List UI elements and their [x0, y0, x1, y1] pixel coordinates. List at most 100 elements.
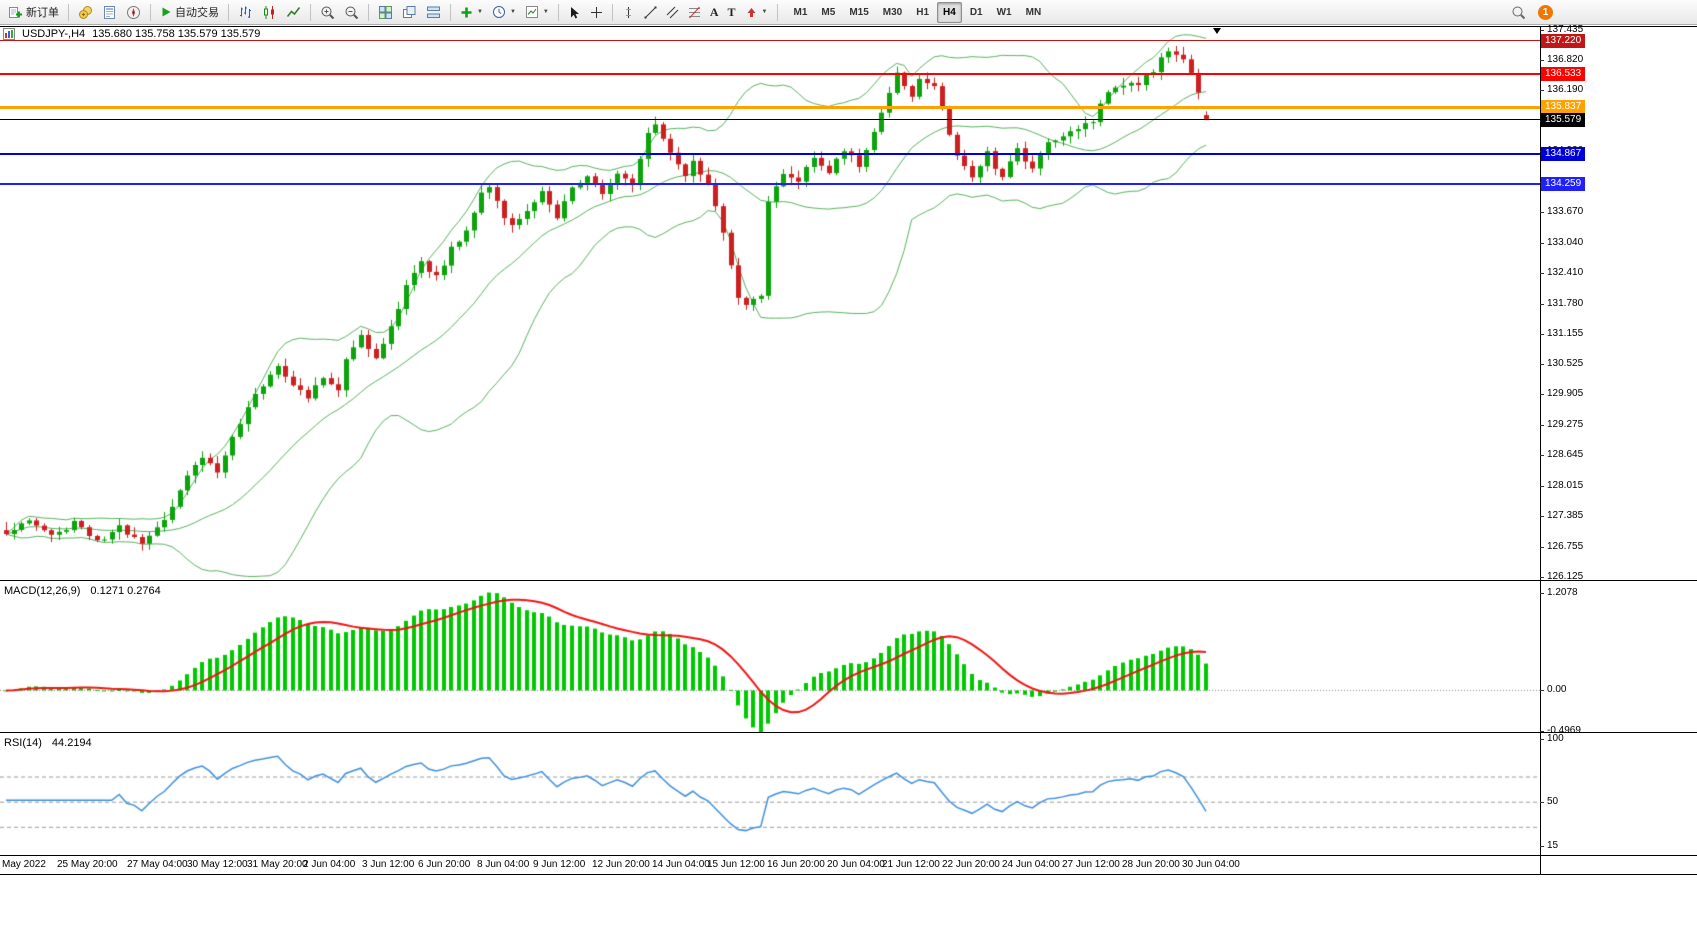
- time-axis-label: 15 Jun 12:00: [707, 859, 765, 870]
- timeframe-button-mn[interactable]: MN: [1025, 6, 1042, 18]
- price-level-line[interactable]: [0, 153, 1540, 156]
- channel-button[interactable]: [662, 2, 683, 23]
- new-order-button[interactable]: 新订单: [4, 2, 63, 23]
- caret-down-icon: ▼: [509, 9, 516, 15]
- time-axis-label: 12 Jun 20:00: [592, 859, 650, 870]
- toolbar-separator: [450, 3, 451, 21]
- indicators-button[interactable]: ▼: [456, 2, 487, 23]
- price-level-line[interactable]: [0, 40, 1540, 42]
- price-level-badge: 136.533: [1541, 66, 1586, 81]
- auto-trading-play-icon: [162, 7, 171, 17]
- tile-windows-icon: [379, 5, 392, 19]
- timeframe-button-m5[interactable]: M5: [821, 6, 836, 18]
- navigator-icon: [127, 5, 140, 19]
- time-axis-label: 31 May 20:00: [247, 859, 308, 870]
- notification-badge[interactable]: 1: [1538, 4, 1553, 20]
- rsi-label: RSI(14) 44.2194: [4, 737, 92, 749]
- macd-separator[interactable]: [0, 580, 1697, 581]
- timeframe-group: M1 M5 M15 M30 H1 H4 D1 W1 MN: [787, 1, 1049, 23]
- price-tick-label: 129.905: [1539, 388, 1584, 400]
- caret-down-icon: ▼: [542, 9, 549, 15]
- crosshair-icon: [590, 6, 602, 18]
- line-chart-icon: [286, 6, 301, 17]
- caret-down-icon: ▼: [761, 9, 768, 15]
- arrange-windows-button[interactable]: [422, 2, 445, 23]
- templates-button[interactable]: ▼: [521, 2, 553, 23]
- zoom-in-button[interactable]: [316, 2, 339, 23]
- cursor-button[interactable]: [564, 2, 585, 23]
- zoom-out-button[interactable]: [340, 2, 363, 23]
- equidistant-channel-icon: [666, 6, 679, 18]
- text-button[interactable]: A: [706, 2, 723, 23]
- text-label-button[interactable]: T: [724, 2, 740, 23]
- price-level-badge: 134.259: [1541, 176, 1586, 191]
- price-level-badge: 137.220: [1541, 33, 1586, 48]
- chart-window-icon: [3, 28, 15, 40]
- trendline-icon: [644, 6, 657, 18]
- time-axis-label: 27 Jun 12:00: [1062, 859, 1120, 870]
- bar-chart-icon: [240, 6, 251, 18]
- timeframe-button-m1[interactable]: M1: [793, 6, 808, 18]
- navigator-button[interactable]: [122, 2, 145, 23]
- price-tick-label: 131.155: [1539, 327, 1584, 339]
- chart-candles-button[interactable]: [258, 2, 281, 23]
- tile-windows-button[interactable]: [374, 2, 397, 23]
- time-axis-label: 30 May 12:00: [187, 859, 248, 870]
- search-button[interactable]: [1507, 2, 1530, 23]
- rsi-separator[interactable]: [0, 732, 1697, 733]
- time-axis-label: 20 Jun 04:00: [827, 859, 885, 870]
- timeframe-button-h4[interactable]: H4: [937, 1, 962, 23]
- toolbar-separator: [150, 3, 151, 21]
- time-axis-label: 9 Jun 12:00: [533, 859, 586, 870]
- macd-panel-canvas[interactable]: [0, 581, 1540, 732]
- price-level-line[interactable]: [0, 105, 1540, 109]
- rsi-value: 44.2194: [51, 737, 92, 749]
- price-tick-label: 132.410: [1539, 267, 1584, 279]
- shapes-button[interactable]: ▼: [741, 2, 772, 23]
- price-level-badge: 135.579: [1541, 112, 1586, 127]
- price-tick-label: 136.190: [1539, 84, 1584, 96]
- caret-down-icon: ▼: [477, 9, 483, 15]
- price-tick-label: 130.525: [1539, 358, 1584, 370]
- text-icon: A: [709, 5, 719, 19]
- toolbar-separator: [368, 3, 369, 21]
- toolbar-separator: [68, 3, 69, 21]
- time-axis-label: 2 Jun 04:00: [303, 859, 356, 870]
- price-tick-label: 128.015: [1539, 479, 1584, 491]
- periods-button[interactable]: ▼: [488, 2, 520, 23]
- candlestick-chart-icon: [264, 5, 274, 19]
- time-axis-separator: [0, 855, 1697, 856]
- timeframe-button-m30[interactable]: M30: [882, 6, 903, 18]
- price-axis[interactable]: 137.435136.820136.190135.560134.930134.3…: [1539, 24, 1697, 945]
- symbol-timeframe: USDJPY-,H4: [22, 28, 86, 40]
- new-order-icon: [9, 6, 22, 18]
- timeframe-button-w1[interactable]: W1: [996, 6, 1012, 18]
- cascade-windows-button[interactable]: [398, 2, 421, 23]
- new-order-label: 新订单: [26, 7, 59, 19]
- cursor-arrow-icon: [570, 6, 579, 18]
- price-level-line[interactable]: [0, 182, 1540, 185]
- rsi-panel-canvas[interactable]: [0, 733, 1540, 855]
- price-axis-border: [1540, 26, 1541, 874]
- price-chart-canvas[interactable]: [0, 27, 1540, 580]
- chart-window: USDJPY-,H4 135.680 135.758 135.579 135.5…: [0, 24, 1697, 945]
- chart-bars-button[interactable]: [234, 2, 257, 23]
- price-tick-label: 126.125: [1539, 571, 1584, 583]
- arrange-windows-icon: [427, 6, 440, 18]
- market-watch-button[interactable]: [74, 2, 97, 23]
- price-level-line[interactable]: [0, 72, 1540, 75]
- timeframe-button-m15[interactable]: M15: [849, 6, 869, 18]
- fibonacci-button[interactable]: [684, 2, 705, 23]
- auto-trading-button[interactable]: 自动交易: [156, 2, 223, 23]
- time-axis[interactable]: May 2022 25 May 20:00 27 May 04:00 30 May 1…: [0, 856, 1540, 874]
- trendline-button[interactable]: [640, 2, 661, 23]
- crosshair-button[interactable]: [586, 2, 607, 23]
- vertical-line-button[interactable]: [618, 2, 639, 23]
- timeframe-button-h1[interactable]: H1: [916, 6, 930, 18]
- vertical-line-icon: [625, 6, 631, 18]
- chart-shift-marker[interactable]: [1213, 28, 1221, 34]
- timeframe-button-d1[interactable]: D1: [969, 6, 983, 18]
- chart-line-button[interactable]: [282, 2, 305, 23]
- data-window-button[interactable]: [98, 2, 121, 23]
- price-level-line[interactable]: [0, 119, 1540, 121]
